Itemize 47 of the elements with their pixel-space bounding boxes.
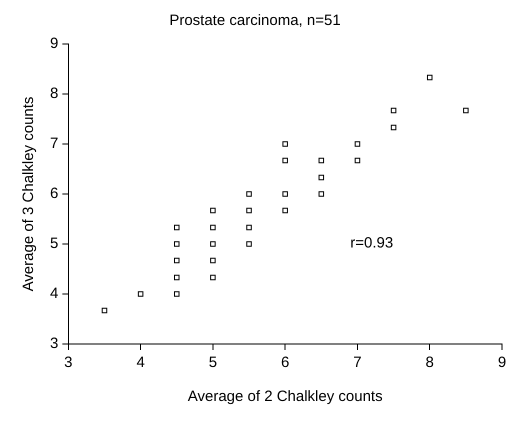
y-tick-label: 5	[50, 235, 58, 252]
point	[390, 124, 396, 130]
point	[282, 158, 288, 164]
y-tick-label: 8	[50, 85, 58, 102]
y-tick-label: 3	[50, 335, 58, 352]
point	[282, 191, 288, 197]
point	[174, 241, 180, 247]
point	[174, 224, 180, 230]
point	[210, 224, 216, 230]
annotation: r=0.93	[350, 234, 394, 252]
point	[174, 291, 180, 297]
point	[210, 208, 216, 214]
point	[138, 291, 144, 297]
y-tick-label: 9	[50, 35, 58, 52]
point	[354, 141, 360, 147]
point	[463, 108, 469, 114]
point	[282, 141, 288, 147]
point	[246, 208, 252, 214]
x-tick-label: 8	[426, 354, 434, 372]
point	[210, 258, 216, 264]
point	[174, 258, 180, 264]
point	[318, 191, 324, 197]
point	[354, 158, 360, 164]
x-axis-title: Average of 2 Chalkley counts	[188, 388, 383, 406]
y-tick-label: 7	[50, 135, 58, 152]
point	[246, 191, 252, 197]
point	[174, 274, 180, 280]
point	[246, 224, 252, 230]
x-tick-label: 3	[64, 354, 73, 372]
point	[246, 241, 252, 247]
point	[102, 308, 108, 314]
chart-title: Prostate carcinoma, n=51	[169, 12, 341, 30]
y-axis-title: Average of 3 Chalkley counts	[20, 96, 38, 292]
point	[210, 241, 216, 247]
y-tick-label: 6	[50, 185, 58, 202]
x-tick-label: 7	[353, 354, 362, 372]
point	[390, 108, 396, 114]
y-tick-label: 4	[50, 285, 58, 302]
x-tick-label: 4	[136, 354, 145, 372]
point	[318, 174, 324, 180]
point	[210, 274, 216, 280]
point	[426, 74, 432, 80]
point	[318, 158, 324, 164]
x-tick-label: 9	[498, 354, 506, 372]
point	[282, 208, 288, 214]
x-tick-label: 5	[208, 354, 218, 372]
x-tick-label: 6	[281, 354, 290, 372]
